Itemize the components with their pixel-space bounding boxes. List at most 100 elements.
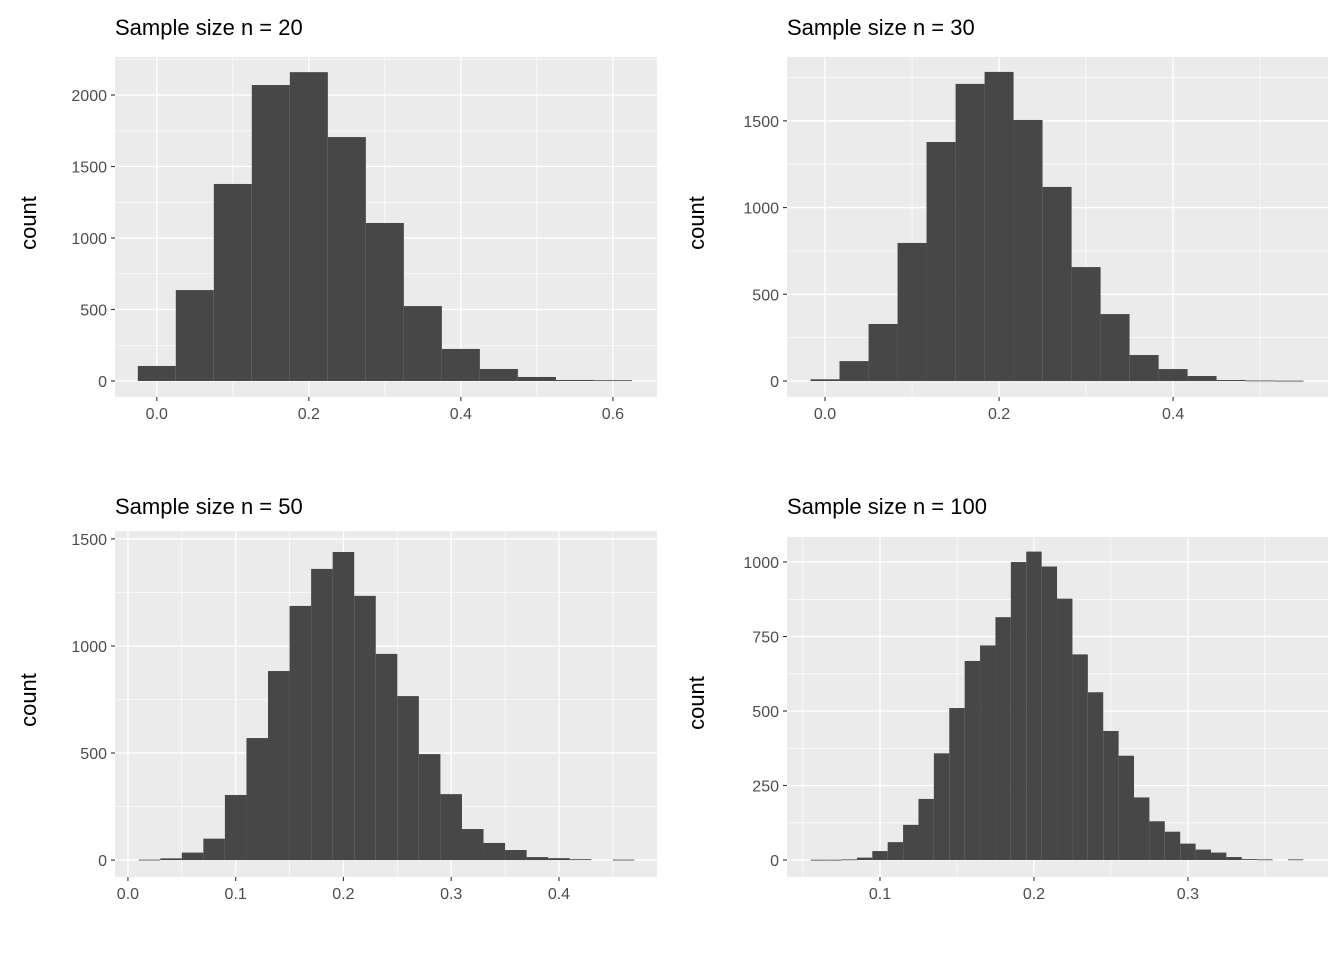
- histogram-bar: [375, 653, 398, 861]
- histogram-bar: [418, 754, 441, 861]
- y-tick-label: 0: [98, 853, 107, 870]
- y-tick-label: 0: [98, 374, 107, 391]
- histogram-bar: [332, 551, 355, 861]
- histogram-bar: [887, 842, 904, 861]
- panel-1: 0.0 0.2 0.4 0.6 0 500 1000 1500 2000 Sample size …: [16, 15, 657, 423]
- histogram-bar: [1118, 755, 1135, 861]
- histogram-bar: [1010, 562, 1027, 861]
- histogram-bar: [213, 183, 252, 381]
- y-tick-label: 500: [80, 302, 107, 319]
- y-tick-label: 1500: [743, 114, 779, 131]
- histogram-bar: [1026, 551, 1042, 861]
- y-tick-label: 1000: [71, 639, 107, 656]
- histogram-bar: [839, 361, 869, 382]
- histogram-bar: [441, 348, 480, 381]
- y-tick-label: 1000: [743, 201, 779, 218]
- histogram-bar: [1187, 376, 1217, 382]
- histogram-bar: [949, 708, 965, 861]
- histogram-bar: [841, 859, 857, 861]
- histogram-bar: [1087, 692, 1104, 861]
- histogram-bar: [569, 859, 592, 861]
- histogram-bar: [137, 365, 176, 381]
- histogram-bar: [526, 857, 549, 861]
- histogram-bar: [1149, 821, 1165, 861]
- histogram-bar: [980, 645, 996, 861]
- histogram-bar: [1071, 267, 1101, 382]
- histogram-bar: [181, 852, 204, 861]
- histogram-bar: [548, 858, 570, 861]
- histogram-bar: [964, 660, 981, 861]
- histogram-bar: [1180, 843, 1196, 861]
- histogram-bar: [365, 222, 404, 381]
- histogram-bar: [1057, 598, 1073, 861]
- histogram-bar: [926, 142, 956, 382]
- histogram-bar: [933, 753, 950, 861]
- y-tick-label: 1500: [71, 160, 107, 177]
- y-tick-label: 500: [752, 287, 779, 304]
- histogram-bar: [810, 859, 827, 861]
- histogram-bar: [479, 368, 518, 381]
- histogram-bar: [856, 857, 873, 861]
- histogram-bar: [1041, 566, 1058, 861]
- x-tick-label: 0.2: [332, 886, 354, 903]
- y-tick-label: 1500: [71, 532, 107, 549]
- y-axis-label: count: [684, 196, 709, 250]
- panel-2: 0.0 0.2 0.4 0 500 1000 1500 Sample size n = 30 c…: [684, 15, 1328, 423]
- histogram-bar: [1210, 852, 1227, 861]
- histogram-bar: [1274, 380, 1304, 382]
- histogram-bar: [224, 794, 247, 861]
- histogram-bar: [1257, 859, 1273, 861]
- y-tick-label: 750: [752, 630, 779, 647]
- histogram-bar: [897, 242, 927, 382]
- histogram-bar: [995, 617, 1011, 861]
- histogram-bar: [1129, 355, 1159, 382]
- histogram-bar: [1134, 797, 1150, 861]
- y-tick-label: 250: [752, 779, 779, 796]
- histogram-bar: [1100, 314, 1130, 382]
- histogram-bar: [1226, 857, 1242, 861]
- histogram-bar: [138, 859, 161, 861]
- histogram-bar: [1245, 380, 1275, 382]
- histogram-bar: [903, 824, 919, 861]
- histogram-bar: [1103, 730, 1119, 861]
- histogram-bar: [918, 798, 934, 861]
- histogram-bar: [203, 838, 225, 861]
- y-axis-label: count: [16, 673, 41, 727]
- x-tick-label: 0.3: [1177, 886, 1199, 903]
- y-axis-label: count: [684, 676, 709, 730]
- histogram-bar: [1013, 119, 1043, 382]
- y-tick-label: 500: [80, 746, 107, 763]
- histogram-bar: [403, 306, 442, 381]
- panel-title: Sample size n = 30: [787, 15, 975, 40]
- histogram-bar: [1164, 831, 1181, 861]
- y-tick-label: 0: [770, 374, 779, 391]
- histogram-bar: [311, 568, 333, 861]
- x-tick-label: 0.2: [298, 406, 320, 423]
- histogram-bar: [826, 859, 842, 861]
- histogram-bar: [251, 85, 290, 381]
- panel-title: Sample size n = 100: [787, 494, 987, 519]
- histogram-bar: [483, 842, 506, 861]
- y-tick-label: 0: [770, 853, 779, 870]
- histogram-bar: [1216, 380, 1246, 382]
- histogram-bar: [268, 671, 290, 861]
- histogram-bar: [1287, 859, 1304, 861]
- histogram-bar: [327, 137, 366, 381]
- histogram-bar: [505, 850, 527, 861]
- x-tick-label: 0.0: [146, 406, 168, 423]
- x-tick-label: 0.2: [1023, 886, 1045, 903]
- histogram-bar: [517, 376, 556, 381]
- histogram-bar: [868, 323, 898, 382]
- histogram-bar: [593, 380, 632, 382]
- y-tick-label: 1000: [71, 231, 107, 248]
- y-tick-label: 1000: [743, 555, 779, 572]
- x-tick-label: 0.6: [602, 406, 624, 423]
- histogram-bar: [175, 290, 214, 381]
- histogram-bar: [955, 83, 985, 382]
- histogram-bar: [289, 72, 328, 381]
- histogram-bar: [872, 851, 888, 861]
- histogram-bar: [1072, 654, 1088, 861]
- histogram-bar: [160, 858, 182, 861]
- x-tick-label: 0.4: [450, 406, 472, 423]
